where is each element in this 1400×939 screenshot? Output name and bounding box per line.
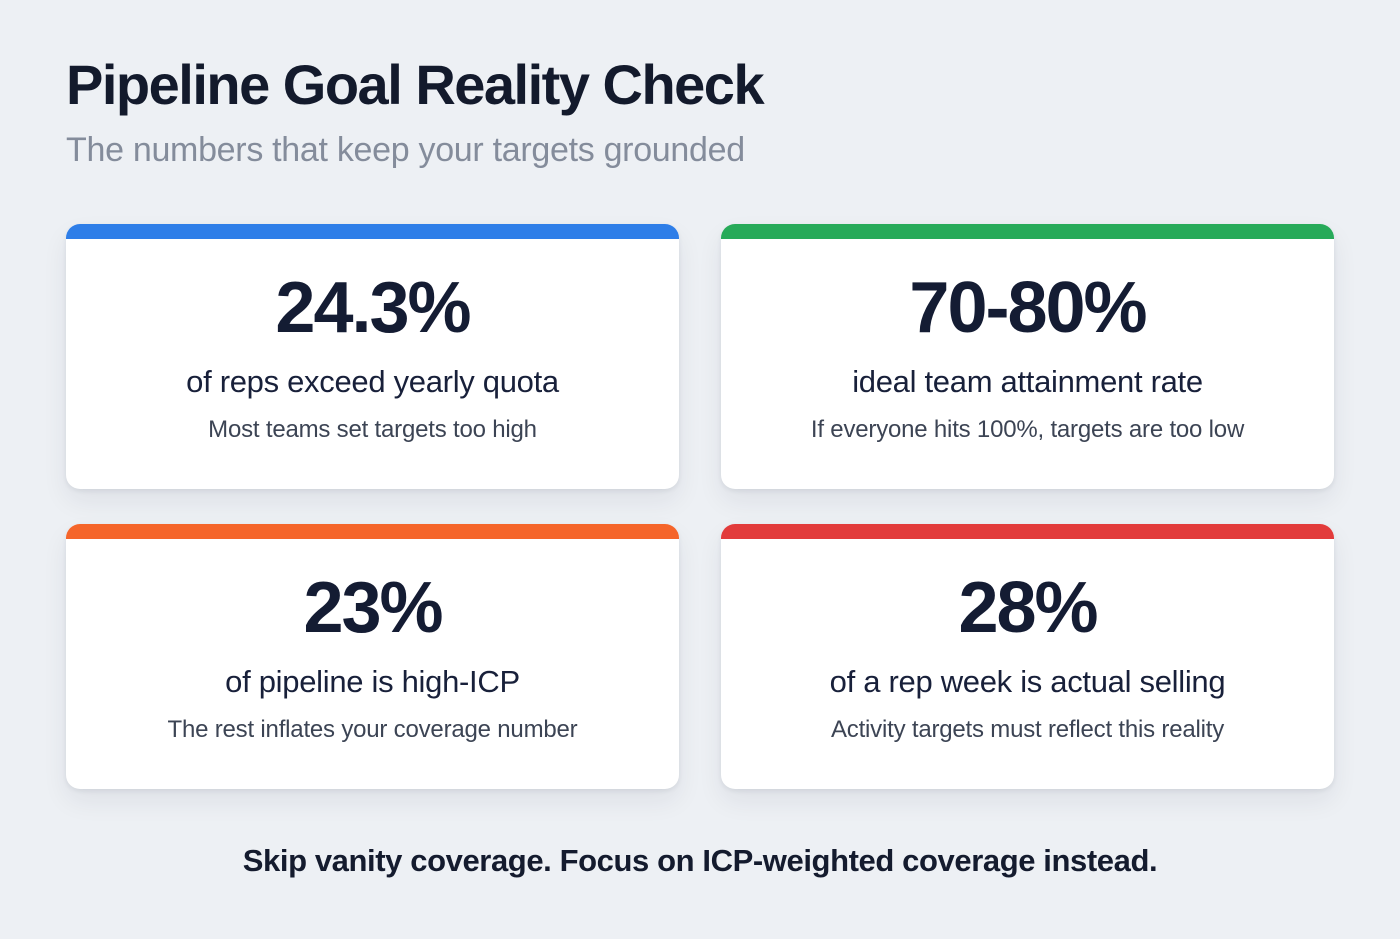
infographic-container: Pipeline Goal Reality Check The numbers … <box>66 53 1334 878</box>
stat-label: of a rep week is actual selling <box>829 663 1226 699</box>
stat-value: 24.3% <box>275 267 471 348</box>
card-body: 24.3% of reps exceed yearly quota Most t… <box>66 239 679 489</box>
card-accent-bar-orange <box>66 523 679 539</box>
card-body: 28% of a rep week is actual selling Acti… <box>721 539 1334 789</box>
stat-card-pipeline-icp: 23% of pipeline is high-ICP The rest inf… <box>66 523 679 789</box>
stat-card-quota: 24.3% of reps exceed yearly quota Most t… <box>66 223 679 489</box>
card-accent-bar-red <box>721 523 1334 539</box>
stat-note: Activity targets must reflect this reali… <box>830 715 1225 743</box>
stat-label: ideal team attainment rate <box>852 363 1203 399</box>
stat-note: If everyone hits 100%, targets are too l… <box>810 415 1245 443</box>
card-accent-bar-green <box>721 223 1334 239</box>
page-subtitle: The numbers that keep your targets groun… <box>66 130 745 169</box>
stat-label: of pipeline is high-ICP <box>225 663 520 699</box>
stat-card-attainment: 70-80% ideal team attainment rate If eve… <box>721 223 1334 489</box>
card-body: 70-80% ideal team attainment rate If eve… <box>721 239 1334 489</box>
stat-note: Most teams set targets too high <box>208 415 537 443</box>
card-body: 23% of pipeline is high-ICP The rest inf… <box>66 539 679 789</box>
stat-note: The rest inflates your coverage number <box>167 715 578 743</box>
stat-card-selling-time: 28% of a rep week is actual selling Acti… <box>721 523 1334 789</box>
stat-label: of reps exceed yearly quota <box>186 363 559 399</box>
stat-value: 23% <box>303 567 443 648</box>
page-title: Pipeline Goal Reality Check <box>66 53 765 116</box>
stat-value: 28% <box>958 567 1098 648</box>
stat-value: 70-80% <box>909 267 1147 348</box>
stat-card-grid: 24.3% of reps exceed yearly quota Most t… <box>66 223 1334 789</box>
footer-takeaway: Skip vanity coverage. Focus on ICP-weigh… <box>242 842 1158 878</box>
card-accent-bar-blue <box>66 223 679 239</box>
